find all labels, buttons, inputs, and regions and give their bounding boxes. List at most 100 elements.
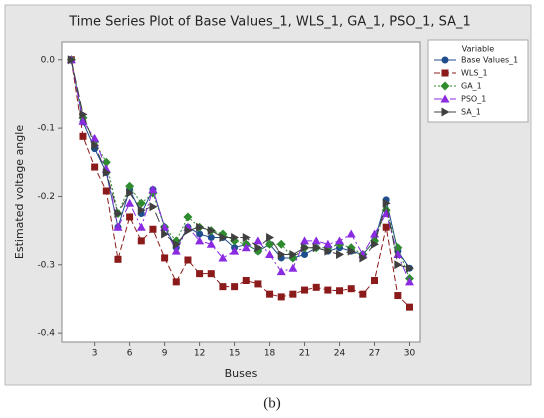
data-point [184,256,192,264]
data-point [359,290,367,298]
data-point [79,109,88,119]
data-point [336,250,345,260]
data-point [301,251,309,259]
data-point [137,205,146,215]
x-tick-label: 12 [194,349,205,359]
data-point [90,133,100,142]
data-point [311,236,321,245]
data-point [347,285,355,293]
data-point [276,239,286,249]
caption: (b) [263,395,281,411]
y-tick-label: -0.1 [37,124,55,134]
x-tick-label: 3 [92,349,98,359]
legend-label: GA_1 [461,82,482,91]
data-point [254,280,262,288]
data-point [78,116,88,125]
data-point [102,187,110,195]
data-point [301,286,309,294]
data-point [405,277,415,286]
legend-label: SA_1 [461,108,481,117]
legend-title: Variable [462,45,494,54]
data-point [172,239,181,249]
data-point [324,246,333,256]
data-point [137,237,145,245]
data-point [196,270,204,278]
data-point [393,250,403,259]
data-point [206,239,216,248]
data-point [207,233,215,241]
data-point [207,226,216,236]
data-point [219,232,228,242]
data-point [289,250,298,260]
data-point [253,236,263,245]
legend-label: Base Values_1 [461,56,518,65]
data-point [183,212,193,222]
data-point [406,263,415,273]
data-point [91,163,99,171]
data-point [300,236,310,245]
y-axis-label: Estimated voltage angle [13,125,26,259]
data-point [254,243,263,253]
data-point [136,222,146,231]
data-point [114,209,123,219]
legend-label: WLS_1 [461,69,488,78]
x-tick-label: 9 [162,349,168,359]
data-point [371,276,379,284]
y-tick-label: 0.0 [41,55,56,65]
data-point [241,243,251,252]
x-tick-label: 15 [229,349,240,359]
data-point [336,287,344,295]
data-point [289,290,297,298]
data-point [312,243,321,253]
data-point [242,232,251,242]
data-point [184,226,193,236]
data-point [67,55,76,65]
data-point [196,230,204,238]
x-tick-label: 27 [369,349,380,359]
y-tick-label: -0.4 [37,329,55,339]
data-point [312,283,320,291]
x-axis-label: Buses [225,367,258,380]
data-point [265,250,275,259]
chart-title: Time Series Plot of Base Values_1, WLS_1… [68,15,471,30]
data-point [242,276,250,284]
data-point [114,255,122,263]
data-point [148,185,158,194]
data-point [101,157,111,167]
data-point [172,278,180,286]
data-point [265,239,275,249]
x-tick-label: 6 [127,349,133,359]
data-point [195,236,205,245]
data-point [91,140,100,150]
legend-marker [441,69,449,77]
legend-marker [440,81,450,91]
data-point [288,263,298,272]
x-tick-label: 24 [334,349,346,359]
data-point [323,239,333,248]
data-point [382,223,390,231]
data-point [161,254,169,262]
data-point [324,286,332,294]
data-point [347,246,356,256]
x-tick-label: 21 [299,349,310,359]
data-point [196,222,205,232]
data-point [207,270,215,278]
data-point [394,260,403,270]
data-point [335,236,345,245]
y-tick-label: -0.3 [37,260,55,270]
data-point [161,229,170,239]
data-point [359,253,368,263]
data-point [149,225,157,233]
data-point [231,232,240,242]
data-point [371,239,380,249]
data-point [126,188,135,198]
x-tick-label: 30 [404,349,416,359]
data-point [301,243,310,253]
data-point [149,202,158,212]
data-point [218,253,228,262]
data-point [288,253,298,263]
data-point [79,132,87,140]
data-point [113,222,123,231]
